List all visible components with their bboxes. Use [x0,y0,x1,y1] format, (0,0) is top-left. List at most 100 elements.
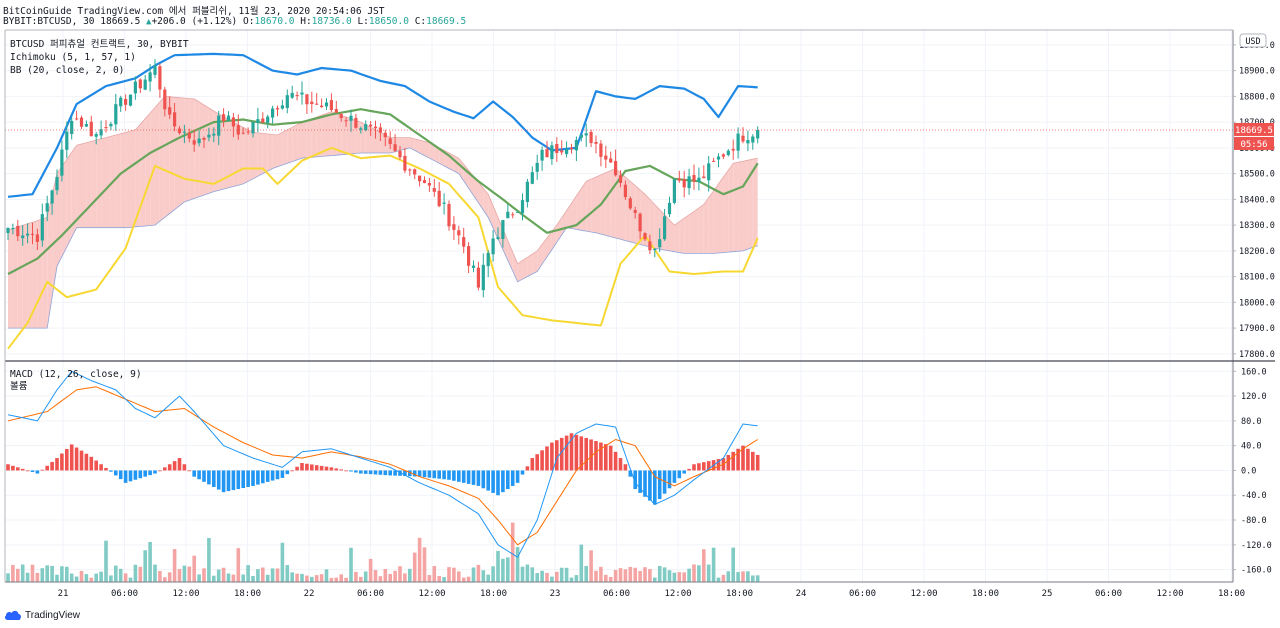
candle-body [60,149,64,176]
macd-histogram-bar [520,470,525,475]
macd-histogram-bar [94,460,98,471]
x-tick-label: 12:00 [172,589,199,599]
currency-badge[interactable]: USD [1239,33,1267,48]
macd-histogram-bar [697,463,701,471]
volume-bar [741,571,745,582]
macd-histogram-bar [383,470,388,476]
ichimoku-cloud-bull [684,214,690,254]
volume-bar [89,577,94,582]
candle-body [452,224,456,230]
volume-bar [515,547,520,582]
volume-bar [241,574,245,582]
macd-histogram-bar [648,470,652,501]
candle-body [153,65,157,75]
candle-body [677,178,681,181]
macd-histogram-bar [148,470,152,476]
ichimoku-cloud-bull [743,160,748,251]
bb-basis-line [7,108,759,275]
x-tick-label: 12:00 [910,589,937,599]
volume-bar [329,577,334,582]
volume-bar [437,575,441,582]
macd-histogram-bar [60,453,64,471]
macd-tick-label: 160.0 [1241,367,1267,377]
ichimoku-cloud-bull [267,133,273,172]
candle-body [403,155,407,171]
candle-body [354,117,358,128]
x-tick-label: 06:00 [603,589,630,599]
volume-bar [393,570,397,582]
ichimoku-cloud-bull [189,98,195,201]
macd-histogram-bar [741,445,745,471]
volume-bar [461,577,466,582]
macd-histogram-bar [491,470,495,493]
candle-body [712,160,716,162]
ichimoku-cloud-bull [86,141,92,228]
macd-histogram-bar [153,470,157,474]
ichimoku-cloud-bull [596,174,601,235]
ichimoku-cloud-bull [184,98,190,202]
macd-histogram-bar [216,470,221,490]
macd-histogram-bar [751,451,755,471]
ichimoku-cloud-bull [581,181,587,232]
main-legend-symbol: BTCUSD 퍼피츄얼 컨트랙트, 30, BYBIT [10,39,189,50]
macd-histogram-bar [731,451,735,471]
low-label: L: [357,16,369,27]
macd-histogram-bar [11,465,15,471]
volume-bar [422,547,427,582]
candle-body [305,94,309,105]
volume-bar [246,565,250,582]
candle-body [516,211,520,213]
volume-bar [481,570,486,582]
candle-body [295,95,299,97]
volume-bar [520,566,525,582]
tradingview-logo[interactable]: TradingView [4,609,80,621]
candle-body [187,132,191,139]
volume-bar [550,576,554,582]
volume-bar [55,574,59,582]
macd-histogram-bar [6,464,10,471]
volume-bar [104,540,108,582]
macd-histogram-bar [388,470,392,476]
macd-histogram-bar [417,470,422,477]
volume-bar [408,568,412,582]
ichimoku-cloud-bull [297,122,302,160]
high-label: H: [300,16,312,27]
ichimoku-cloud-bull [179,97,185,206]
candle-body [422,180,427,183]
candle-body [6,227,10,233]
volume-bar [545,572,549,582]
macd-histogram-bar [40,469,45,471]
macd-histogram-bar [628,470,633,477]
volume-bar [501,558,505,582]
ichimoku-cloud-bull [145,113,151,226]
price-tick-label: 18400.0 [1239,195,1275,205]
macd-histogram-bar [559,437,564,471]
candle-body [716,156,721,160]
candle-body [574,140,578,151]
volume-bar [128,577,133,582]
x-tick-label: 06:00 [1095,589,1122,599]
candle-body [99,129,103,136]
macd-histogram-bar [324,466,329,471]
ichimoku-cloud-bull [66,152,72,247]
macd-histogram-bar [109,470,113,472]
macd-histogram-bar [452,470,456,481]
ichimoku-cloud-bull [12,227,18,329]
volume-bar [359,576,363,582]
ichimoku-cloud-bull [434,145,440,164]
main-legend-bb: BB (20, close, 2, 0) [10,65,124,76]
ichimoku-cloud-bull [630,181,636,244]
volume-bar [378,576,383,582]
macd-histogram-bar [84,453,89,471]
price-tick-label: 18200.0 [1239,247,1275,257]
candle-body [628,198,632,209]
candle-body [481,264,485,291]
ichimoku-cloud-bull [32,220,38,329]
volume-bar [579,544,584,582]
candle-body [467,246,471,266]
candle-body [94,134,98,137]
ichimoku-cloud-bull [277,132,283,167]
ichimoku-cloud-bull [640,189,645,246]
macd-histogram-bar [50,461,54,471]
